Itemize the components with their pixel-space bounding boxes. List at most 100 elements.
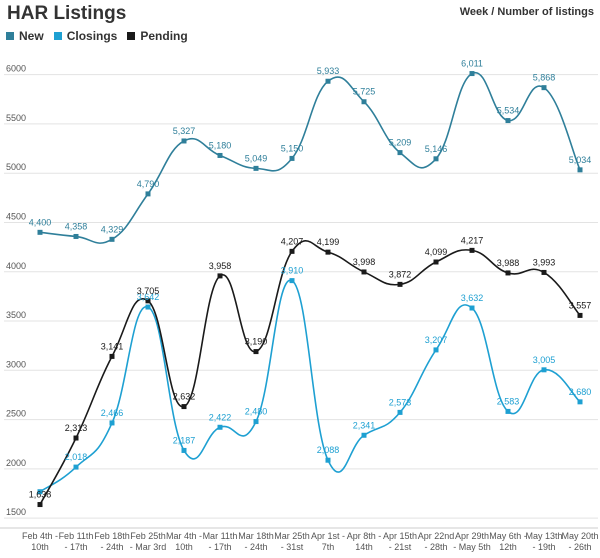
data-point-closings[interactable] bbox=[145, 304, 151, 310]
data-point-pending[interactable] bbox=[181, 404, 187, 410]
data-point-new[interactable] bbox=[325, 78, 331, 84]
data-point-pending[interactable] bbox=[505, 270, 511, 276]
y-tick-label: 4500 bbox=[6, 211, 26, 221]
y-tick-label: 3000 bbox=[6, 359, 26, 369]
data-point-pending[interactable] bbox=[109, 353, 115, 359]
x-tick-label: Mar 4th -10th bbox=[166, 531, 202, 552]
data-label-closings: 2,480 bbox=[245, 407, 268, 417]
data-point-new[interactable] bbox=[397, 150, 403, 156]
data-point-pending[interactable] bbox=[541, 269, 547, 275]
data-point-closings[interactable] bbox=[253, 419, 259, 425]
data-point-new[interactable] bbox=[145, 191, 151, 197]
data-point-closings[interactable] bbox=[397, 409, 403, 415]
data-label-pending: 4,207 bbox=[281, 236, 304, 246]
data-label-new: 4,400 bbox=[29, 217, 52, 227]
data-point-pending[interactable] bbox=[37, 502, 43, 508]
data-point-pending[interactable] bbox=[325, 249, 331, 255]
data-label-new: 5,150 bbox=[281, 143, 304, 153]
data-point-closings[interactable] bbox=[217, 424, 223, 430]
data-labels: 4,400 4,358 4,329 4,790 5,327 5,180 5,049 5,150… bbox=[29, 59, 592, 500]
data-point-new[interactable] bbox=[361, 99, 367, 105]
legend-swatch-new bbox=[6, 32, 14, 40]
y-tick-label: 3500 bbox=[6, 310, 26, 320]
data-label-new: 5,534 bbox=[497, 106, 520, 116]
data-point-closings[interactable] bbox=[433, 347, 439, 353]
x-tick-label: May 6th -12th bbox=[489, 531, 527, 552]
chart-title: HAR Listings bbox=[7, 3, 127, 24]
data-label-pending: 3,998 bbox=[353, 257, 376, 267]
x-tick-label: Apr 22nd - 28th bbox=[418, 531, 455, 552]
data-point-new[interactable] bbox=[217, 152, 223, 158]
data-label-pending: 3,190 bbox=[245, 337, 268, 347]
data-point-closings[interactable] bbox=[325, 457, 331, 463]
x-tick-label: Mar 25th - 31st bbox=[274, 531, 310, 552]
data-point-closings[interactable] bbox=[361, 432, 367, 438]
data-label-new: 5,327 bbox=[173, 126, 196, 136]
data-point-closings[interactable] bbox=[109, 420, 115, 426]
data-point-new[interactable] bbox=[289, 155, 295, 161]
data-point-closings[interactable] bbox=[289, 278, 295, 284]
data-point-pending[interactable] bbox=[253, 349, 259, 355]
data-point-closings[interactable] bbox=[469, 305, 475, 311]
data-label-closings: 3,642 bbox=[137, 292, 160, 302]
data-point-pending[interactable] bbox=[217, 273, 223, 279]
data-point-new[interactable] bbox=[433, 156, 439, 162]
data-label-pending: 2,313 bbox=[65, 423, 88, 433]
legend-item-closings[interactable]: Closings bbox=[53, 29, 118, 43]
data-label-new: 4,790 bbox=[137, 179, 160, 189]
y-tick-label: 2000 bbox=[6, 458, 26, 468]
legend-item-new[interactable]: New bbox=[6, 29, 44, 43]
data-label-pending: 4,217 bbox=[461, 235, 484, 245]
data-point-new[interactable] bbox=[505, 118, 511, 124]
data-point-pending[interactable] bbox=[433, 259, 439, 265]
data-point-pending[interactable] bbox=[577, 312, 583, 318]
data-point-new[interactable] bbox=[541, 85, 547, 91]
data-label-pending: 2,632 bbox=[173, 392, 196, 402]
x-tick-label: May 20th - 26th bbox=[561, 531, 598, 552]
data-label-closings: 2,583 bbox=[497, 396, 520, 406]
data-point-pending[interactable] bbox=[289, 248, 295, 254]
data-label-pending: 3,705 bbox=[137, 286, 160, 296]
legend-label-closings: Closings bbox=[66, 29, 118, 43]
data-label-pending: 4,099 bbox=[425, 247, 448, 257]
data-point-closings[interactable] bbox=[73, 464, 79, 470]
legend-item-pending[interactable]: Pending bbox=[127, 29, 188, 43]
data-point-new[interactable] bbox=[181, 138, 187, 144]
x-tick-label: Feb 11th - 17th bbox=[59, 531, 94, 552]
data-point-pending[interactable] bbox=[361, 269, 367, 275]
x-tick-label: Mar 11th - 17th bbox=[203, 531, 238, 552]
series-line-pending bbox=[39, 240, 581, 505]
data-point-pending[interactable] bbox=[73, 435, 79, 441]
data-label-closings: 2,422 bbox=[209, 412, 232, 422]
data-point-closings[interactable] bbox=[505, 408, 511, 414]
data-point-new[interactable] bbox=[253, 165, 259, 171]
data-point-new[interactable] bbox=[469, 71, 475, 77]
data-label-new: 4,329 bbox=[101, 224, 124, 234]
data-point-closings[interactable] bbox=[541, 367, 547, 373]
chart-subtitle: Week / Number of listings bbox=[459, 6, 594, 18]
data-point-closings[interactable] bbox=[181, 447, 187, 453]
y-tick-label: 1500 bbox=[6, 507, 26, 517]
x-tick-label: Apr 8th -14th bbox=[347, 531, 382, 552]
data-point-pending[interactable] bbox=[397, 281, 403, 287]
data-point-new[interactable] bbox=[37, 229, 43, 235]
data-point-pending[interactable] bbox=[145, 298, 151, 304]
data-label-new: 5,868 bbox=[533, 73, 556, 83]
data-label-new: 4,358 bbox=[65, 221, 88, 231]
x-tick-label: May 13th - 19th bbox=[525, 531, 562, 552]
series-line-closings bbox=[39, 279, 581, 493]
legend-swatch-closings bbox=[53, 32, 62, 40]
data-point-closings[interactable] bbox=[37, 489, 43, 495]
data-label-pending: 3,993 bbox=[533, 257, 556, 267]
x-tick-label: Apr 15th - 21st bbox=[383, 531, 417, 552]
data-label-closings: 2,088 bbox=[317, 445, 340, 455]
data-point-new[interactable] bbox=[73, 233, 79, 239]
data-point-pending[interactable] bbox=[469, 247, 475, 253]
y-axis: 1500 2000 2500 3000 3500 4000 4500 5000 5500 6000 bbox=[6, 64, 26, 518]
data-point-new[interactable] bbox=[577, 167, 583, 173]
data-point-new[interactable] bbox=[109, 236, 115, 242]
data-point-closings[interactable] bbox=[577, 399, 583, 405]
data-label-closings: 2,680 bbox=[569, 387, 592, 397]
